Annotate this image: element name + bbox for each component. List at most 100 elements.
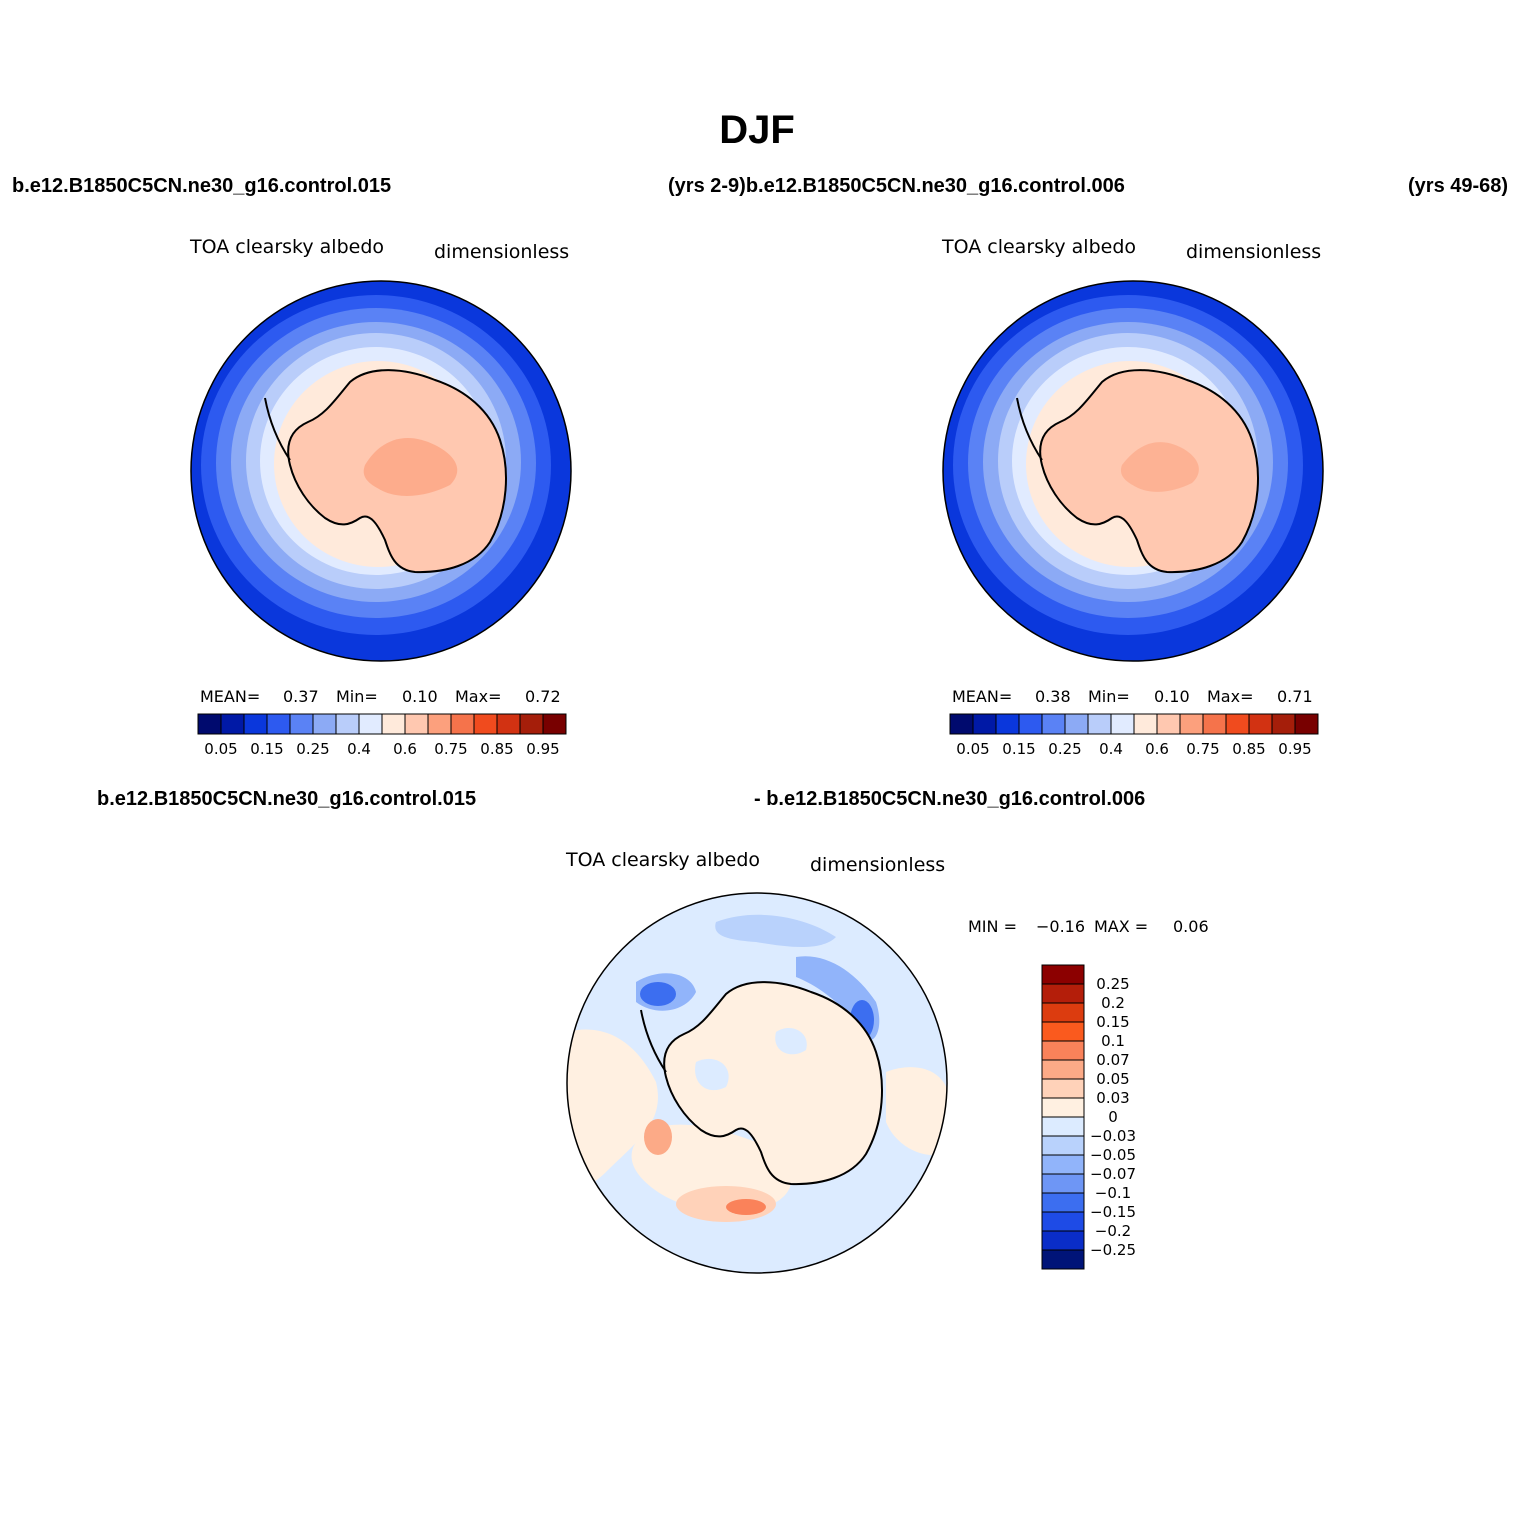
colorbar-label: 0.05 — [1096, 1070, 1129, 1088]
colorbar-label: 0.95 — [1278, 740, 1311, 758]
colorbar-swatch — [995, 713, 1020, 735]
colorbar-label: 0.25 — [296, 740, 329, 758]
panel1-mean-value: 0.37 — [283, 687, 319, 706]
colorbar-label: 0.95 — [526, 740, 559, 758]
colorbar-label: 0.25 — [1096, 975, 1129, 993]
colorbar-label: 0.03 — [1096, 1089, 1129, 1107]
diff-min-value: −0.16 — [1036, 917, 1086, 936]
colorbar-label: 0.15 — [1096, 1013, 1129, 1031]
panel1-polar-map — [190, 280, 572, 662]
colorbar-swatch — [1271, 713, 1296, 735]
colorbar-swatch — [243, 713, 268, 735]
panel1-min-label: Min= — [336, 687, 378, 706]
colorbar-label: 0.2 — [1101, 994, 1125, 1012]
colorbar-swatch — [404, 713, 429, 735]
colorbar-swatch — [220, 713, 245, 735]
colorbar-swatch — [381, 713, 406, 735]
colorbar-swatch — [1225, 713, 1250, 735]
colorbar-label: 0.07 — [1096, 1051, 1129, 1069]
colorbar-swatch — [542, 713, 567, 735]
panel2-min-label: Min= — [1088, 687, 1130, 706]
colorbar-swatch — [972, 713, 997, 735]
colorbar-swatch — [1041, 1154, 1085, 1175]
diff-variable: TOA clearsky albedo — [566, 849, 760, 871]
panel2-variable: TOA clearsky albedo — [942, 236, 1136, 258]
colorbar-label: 0.6 — [393, 740, 417, 758]
panel2-units: dimensionless — [1186, 241, 1322, 263]
panel1-units: dimensionless — [434, 241, 570, 263]
panel1-max-value: 0.72 — [525, 687, 561, 706]
case-left-label: b.e12.B1850C5CN.ne30_g16.control.015 — [12, 175, 392, 197]
years-right-label: (yrs 49-68) — [1408, 175, 1508, 197]
colorbar-swatch — [1041, 964, 1085, 985]
colorbar-label: −0.15 — [1090, 1203, 1136, 1221]
colorbar-swatch — [1041, 1097, 1085, 1118]
panel2-polar-map — [942, 280, 1324, 662]
colorbar-swatch — [1018, 713, 1043, 735]
colorbar-swatch — [1041, 1211, 1085, 1232]
colorbar-swatch — [1041, 1059, 1085, 1080]
colorbar-label: 0.85 — [480, 740, 513, 758]
diff-max-value: 0.06 — [1173, 917, 1209, 936]
colorbar-swatch — [1041, 983, 1085, 1004]
diff-units: dimensionless — [810, 854, 946, 876]
colorbar-swatch — [1041, 1078, 1085, 1099]
diff-max-label: MAX = — [1094, 917, 1149, 936]
colorbar-swatch — [1041, 1040, 1085, 1061]
diff-case-a: b.e12.B1850C5CN.ne30_g16.control.015 — [97, 788, 477, 810]
colorbar-label: 0.05 — [956, 740, 989, 758]
colorbar-swatch — [519, 713, 544, 735]
colorbar-label: 0 — [1108, 1108, 1118, 1126]
colorbar-swatch — [1294, 713, 1319, 735]
colorbar-label: 0.4 — [347, 740, 371, 758]
panel1-colorbar: 0.05 0.15 0.25 0.4 0.6 0.75 0.85 0.95 — [197, 713, 567, 758]
colorbar-swatch — [197, 713, 222, 735]
colorbar-swatch — [450, 713, 475, 735]
colorbar-label: 0.85 — [1232, 740, 1265, 758]
panel1-variable: TOA clearsky albedo — [190, 236, 384, 258]
case-mid-label: (yrs 2-9)b.e12.B1850C5CN.ne30_g16.contro… — [668, 175, 1125, 197]
colorbar-swatch — [427, 713, 452, 735]
colorbar-swatch — [1041, 1116, 1085, 1137]
colorbar-label: 0.15 — [250, 740, 283, 758]
panel1-min-value: 0.10 — [402, 687, 438, 706]
colorbar-swatch — [1248, 713, 1273, 735]
colorbar-swatch — [1110, 713, 1135, 735]
colorbar-swatch — [1041, 713, 1066, 735]
colorbar-swatch — [1041, 1002, 1085, 1023]
panel2-mean-value: 0.38 — [1035, 687, 1071, 706]
colorbar-label: −0.1 — [1095, 1184, 1131, 1202]
colorbar-swatch — [358, 713, 383, 735]
colorbar-label: −0.03 — [1090, 1127, 1136, 1145]
colorbar-label: 0.05 — [204, 740, 237, 758]
colorbar-label: −0.05 — [1090, 1146, 1136, 1164]
colorbar-label: 0.6 — [1145, 740, 1169, 758]
colorbar-label: 0.4 — [1099, 740, 1123, 758]
colorbar-swatch — [1064, 713, 1089, 735]
colorbar-swatch — [266, 713, 291, 735]
colorbar-swatch — [1202, 713, 1227, 735]
panel1-mean-label: MEAN= — [200, 687, 261, 706]
panel2-min-value: 0.10 — [1154, 687, 1190, 706]
colorbar-swatch — [289, 713, 314, 735]
colorbar-swatch — [473, 713, 498, 735]
panel2-max-label: Max= — [1207, 687, 1254, 706]
panel2-colorbar: 0.05 0.15 0.25 0.4 0.6 0.75 0.85 0.95 — [949, 713, 1319, 758]
colorbar-swatch — [1179, 713, 1204, 735]
colorbar-swatch — [949, 713, 974, 735]
colorbar-swatch — [1041, 1021, 1085, 1042]
colorbar-swatch — [1041, 1230, 1085, 1251]
colorbar-label: 0.15 — [1002, 740, 1035, 758]
panel2-max-value: 0.71 — [1277, 687, 1313, 706]
diff-colorbar: 0.250.20.150.10.070.050.030−0.03−0.05−0.… — [1041, 964, 1136, 1270]
figure-title: DJF — [719, 108, 795, 152]
panel1-max-label: Max= — [455, 687, 502, 706]
diff-polar-map — [566, 892, 948, 1274]
colorbar-label: −0.07 — [1090, 1165, 1136, 1183]
colorbar-swatch — [1156, 713, 1181, 735]
colorbar-swatch — [1041, 1135, 1085, 1156]
colorbar-label: −0.25 — [1090, 1241, 1136, 1259]
colorbar-label: 0.1 — [1101, 1032, 1125, 1050]
colorbar-swatch — [1133, 713, 1158, 735]
colorbar-swatch — [312, 713, 337, 735]
